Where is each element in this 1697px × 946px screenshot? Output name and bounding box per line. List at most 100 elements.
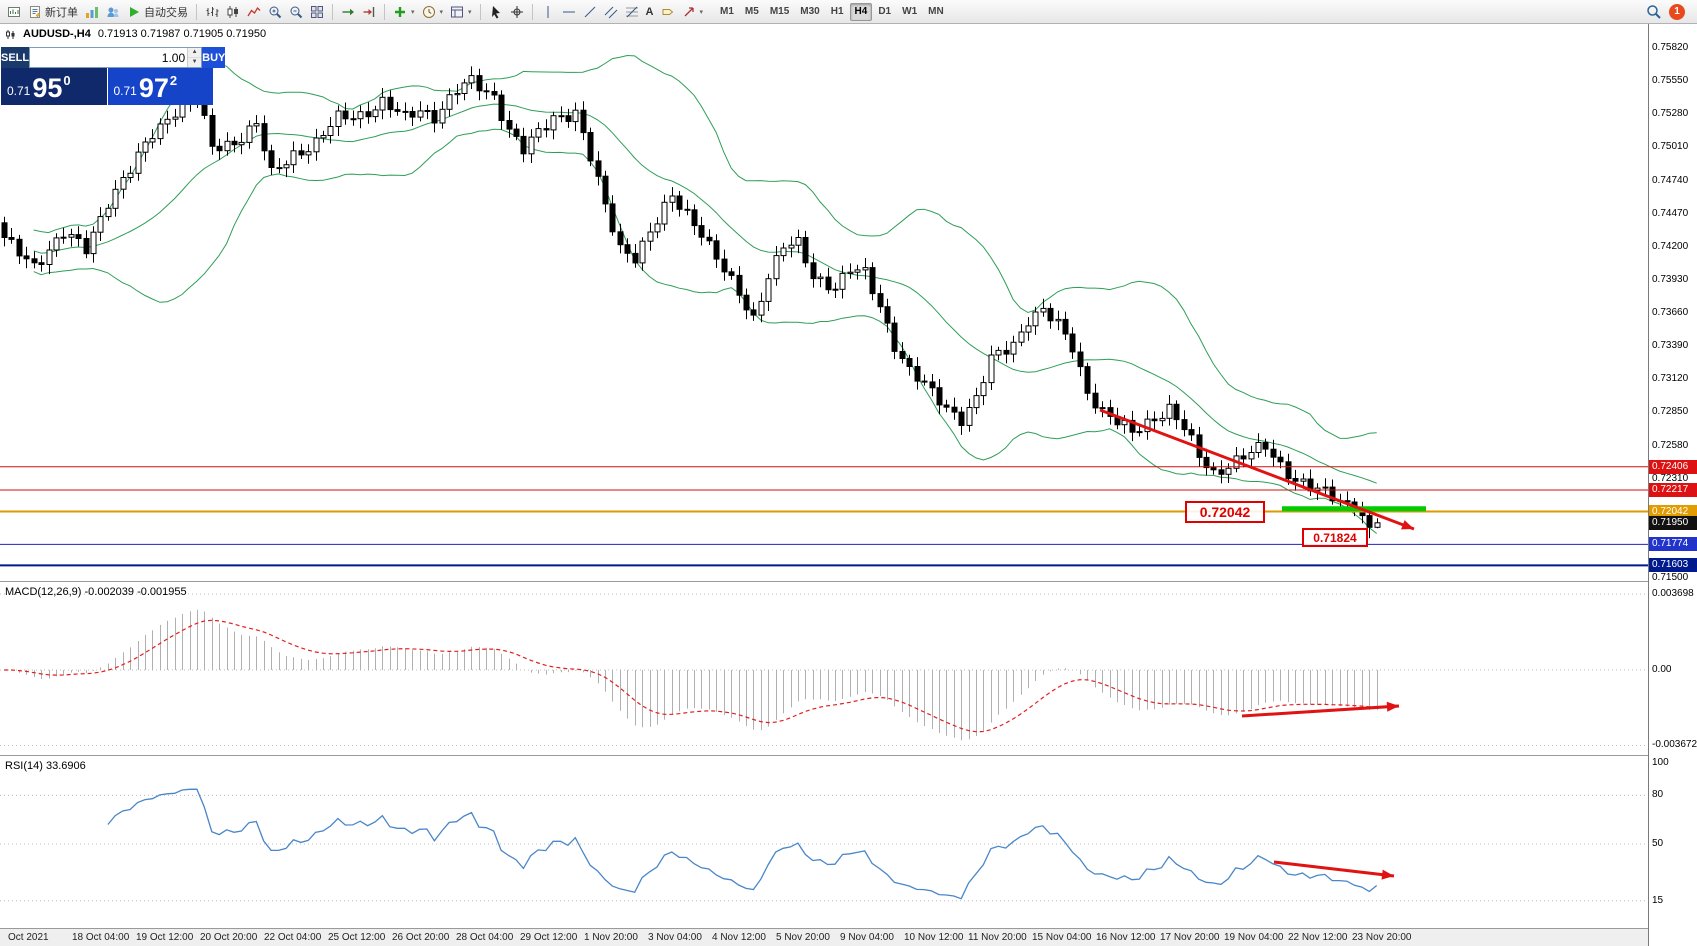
zoom-out-button[interactable] [286,2,306,22]
new-chart-button[interactable] [4,2,24,22]
tf-button-mn[interactable]: MN [928,6,944,17]
buy-button[interactable]: BUY [202,47,226,68]
trend-arrow[interactable] [1273,860,1395,878]
price-scale[interactable]: 0.75820 0.75550 0.75280 0.75010 0.74740 0.744… [1648,24,1697,946]
zoom-in-button[interactable] [265,2,285,22]
tf-button-m15[interactable]: M15 [769,6,790,17]
tf-button-d1[interactable]: D1 [878,6,892,17]
tf-button-m30[interactable]: M30 [800,6,820,17]
candle [951,406,958,413]
bars-chart-button[interactable] [202,2,222,22]
rsi-panel-canvas[interactable] [0,756,1648,928]
trendline-button[interactable] [580,2,600,22]
candle [135,151,142,174]
periods-button[interactable]: ▾ [419,2,447,22]
search-button[interactable] [1643,2,1664,22]
price-tick: 80 [1652,789,1664,801]
candle [476,75,483,92]
candle [1277,456,1284,463]
candle [365,111,372,118]
charts-toolbar-button[interactable] [82,2,102,22]
tf-button-m1[interactable]: M1 [720,6,734,17]
candle [1025,325,1032,333]
notification-badge[interactable]: 1 [1669,3,1685,20]
candles-chart-button[interactable] [223,2,243,22]
time-axis[interactable]: Oct 2021 18 Oct 04:00 19 Oct 12:00 20 Oct 2… [0,928,1648,946]
candle [1062,318,1069,335]
indicators-button[interactable]: ▾ [390,2,418,22]
time-label: 22 Nov 12:00 [1288,932,1348,943]
price-tick: 0.00 [1652,664,1672,675]
time-label: 19 Oct 12:00 [136,932,194,943]
candle [929,381,936,389]
candle [765,278,772,302]
macd-panel-separator[interactable] [0,581,1697,582]
main-chart-canvas[interactable] [0,24,1648,582]
candle [624,244,631,254]
vertical-line-icon [547,5,549,18]
candle [16,238,23,257]
macd-panel-canvas[interactable] [0,582,1648,756]
volume-up-button[interactable]: ▲ [188,48,202,58]
channel-button[interactable] [601,2,621,22]
candle [632,252,639,264]
time-label: 11 Nov 20:00 [968,932,1027,943]
buy-price-point: 2 [169,73,178,88]
candle [1173,403,1180,421]
trend-arrow[interactable] [1241,704,1400,718]
price-annotation-72042[interactable]: 0.72042 [1185,501,1265,523]
tf-button-w1[interactable]: W1 [902,6,918,17]
time-label: 23 Nov 20:00 [1352,932,1412,943]
chevron-down-icon: ▾ [411,8,415,16]
autotrade-button[interactable]: 自动交易 [124,2,191,22]
candle [958,411,965,427]
tf-button-h4[interactable]: H4 [849,2,873,21]
line-chart-button[interactable] [244,2,264,22]
candle [238,141,245,146]
trend-arrow[interactable] [1099,408,1415,531]
candle [1166,403,1173,419]
label-tool-button[interactable] [658,2,678,22]
candle [1077,351,1084,368]
new-order-button[interactable]: 新订单 [25,2,81,22]
chevron-down-icon: ▾ [699,8,704,16]
time-label: 20 Oct 20:00 [200,932,258,943]
profiles-button[interactable] [103,2,123,22]
candle [669,195,676,203]
candle [327,126,334,136]
shapes-button[interactable]: ▾ [679,2,707,22]
buy-price[interactable]: 0.71 97 2 [107,68,213,105]
chevron-down-icon: ▾ [439,8,444,16]
crosshair-button[interactable] [507,2,527,22]
time-label: 9 Nov 04:00 [840,932,894,943]
candle [8,237,15,240]
chart-shift-button[interactable] [359,2,379,22]
price-annotation-71824[interactable]: 0.71824 [1302,528,1368,547]
sell-price[interactable]: 0.71 95 0 [1,68,107,105]
candle [350,118,357,121]
cursor-button[interactable] [486,2,506,22]
profiles-icon [107,7,119,17]
candle [914,366,921,382]
vertical-line-button[interactable] [538,2,558,22]
volume-down-button[interactable]: ▼ [188,58,202,67]
candle [379,96,386,111]
tf-button-h1[interactable]: H1 [830,6,844,17]
candle [513,128,520,137]
tf-button-m5[interactable]: M5 [744,6,759,17]
candle [706,236,713,242]
toolbar-separator [384,3,385,20]
horizontal-line-button[interactable] [559,2,579,22]
candle [120,177,127,190]
auto-scroll-button[interactable] [338,2,358,22]
fibonacci-button[interactable] [622,2,642,22]
sell-button[interactable]: SELL [1,47,30,68]
templates-button[interactable]: ▾ [447,2,475,22]
price-tick: 0.74740 [1652,174,1689,186]
text-tool-button[interactable]: A [643,2,657,22]
volume-input[interactable] [30,48,188,67]
candle [921,380,928,383]
rsi-panel-separator[interactable] [0,755,1697,756]
tile-windows-button[interactable] [307,2,327,22]
